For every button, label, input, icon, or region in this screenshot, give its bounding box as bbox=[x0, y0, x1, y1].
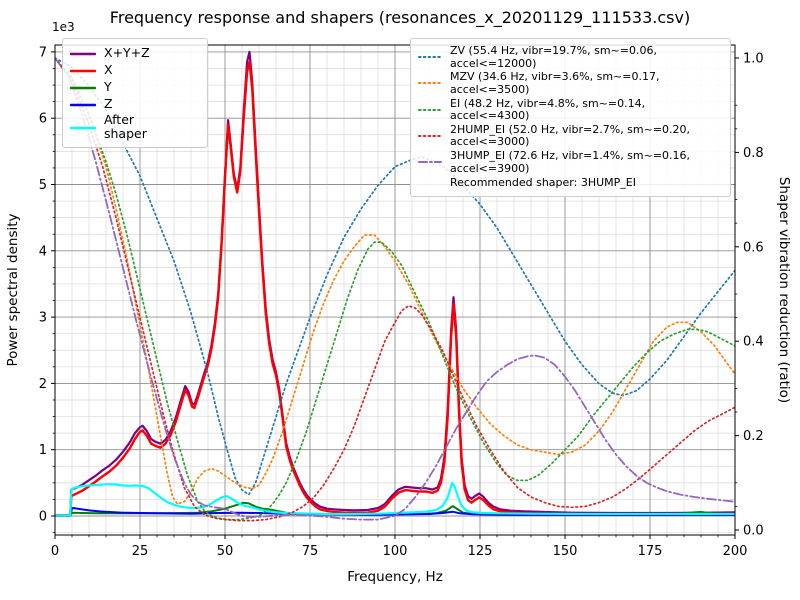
svg-text:175: 175 bbox=[638, 544, 663, 559]
chart-title: Frequency response and shapers (resonanc… bbox=[109, 8, 691, 27]
svg-text:25: 25 bbox=[132, 544, 149, 559]
legend-swatch bbox=[418, 104, 442, 117]
axis-labels: Frequency, Hz Power spectral density Shape… bbox=[5, 20, 792, 585]
legend-swatch bbox=[418, 156, 442, 169]
legend-swatch bbox=[69, 80, 97, 95]
legend-psd: X+Y+Z X Y Z After shaper bbox=[62, 38, 208, 148]
svg-text:50: 50 bbox=[217, 544, 234, 559]
legend-swatch-solid bbox=[69, 103, 97, 106]
svg-text:100: 100 bbox=[383, 544, 408, 559]
legend-item-label: EI (48.2 Hz, vibr=4.8%, sm~=0.14, accel<… bbox=[450, 96, 646, 123]
series-ei bbox=[55, 57, 735, 521]
legend-item: X bbox=[69, 61, 199, 78]
legend-swatch bbox=[418, 130, 442, 143]
svg-text:2: 2 bbox=[39, 377, 47, 392]
x-axis-label: Frequency, Hz bbox=[347, 569, 443, 585]
legend-swatch-solid bbox=[69, 69, 97, 72]
legend-item-label: 3HUMP_EI (72.6 Hz, vibr=1.4%, sm~=0.16, … bbox=[450, 149, 691, 175]
series-x bbox=[55, 60, 735, 517]
svg-text:75: 75 bbox=[302, 544, 319, 559]
series-3hump_ei bbox=[55, 57, 735, 521]
svg-text:5: 5 bbox=[39, 178, 47, 193]
legend-item: Y bbox=[69, 78, 199, 95]
svg-text:6: 6 bbox=[39, 112, 47, 127]
svg-text:0: 0 bbox=[51, 544, 59, 559]
svg-text:150: 150 bbox=[553, 544, 578, 559]
legend-shapers: ZV (55.4 Hz, vibr=19.7%, sm~=0.06, accel… bbox=[410, 38, 731, 197]
svg-text:1: 1 bbox=[39, 443, 47, 458]
legend-swatch bbox=[69, 46, 97, 61]
legend-item-label: 2HUMP_EI (52.0 Hz, vibr=2.7%, sm~=0.20, … bbox=[450, 122, 691, 149]
svg-text:7: 7 bbox=[39, 45, 47, 60]
y-left-offset-text: 1e3 bbox=[52, 20, 75, 34]
legend-item: EI (48.2 Hz, vibr=4.8%, sm~=0.14, accel<… bbox=[418, 96, 722, 123]
legend-swatch-solid bbox=[69, 126, 97, 130]
legend-item-label: Z bbox=[104, 95, 113, 111]
series-lines bbox=[55, 50, 735, 522]
legend-item: After shaper bbox=[69, 112, 199, 142]
legend-swatch-solid bbox=[69, 52, 97, 55]
legend-swatch bbox=[418, 77, 442, 90]
svg-text:125: 125 bbox=[468, 544, 493, 559]
legend-swatch-dotted bbox=[418, 82, 442, 85]
svg-text:1.0: 1.0 bbox=[743, 52, 764, 67]
svg-text:0.8: 0.8 bbox=[743, 146, 764, 161]
legend-item: Recommended shaper: 3HUMP_EI bbox=[418, 176, 722, 191]
series-zv bbox=[55, 57, 735, 496]
svg-text:0.0: 0.0 bbox=[743, 524, 764, 539]
legend-item-label: ZV (55.4 Hz, vibr=19.7%, sm~=0.06, accel… bbox=[450, 44, 657, 70]
legend-item-label: MZV (34.6 Hz, vibr=3.6%, sm~=0.17, accel… bbox=[450, 70, 660, 96]
legend-item: ZV (55.4 Hz, vibr=19.7%, sm~=0.06, accel… bbox=[418, 44, 722, 70]
legend-swatch bbox=[69, 120, 97, 135]
legend-item: Z bbox=[69, 95, 199, 112]
legend-item-label: X bbox=[104, 61, 113, 77]
legend-item-label: Recommended shaper: 3HUMP_EI bbox=[450, 176, 636, 190]
series-mzv bbox=[55, 57, 735, 505]
svg-text:0: 0 bbox=[39, 510, 47, 525]
svg-text:0.2: 0.2 bbox=[743, 429, 764, 444]
svg-text:0.6: 0.6 bbox=[743, 240, 764, 255]
svg-text:3: 3 bbox=[39, 311, 47, 326]
series-z bbox=[55, 507, 735, 517]
legend-swatch-dotted bbox=[418, 134, 442, 137]
y-left-axis-label: Power spectral density bbox=[5, 213, 21, 366]
legend-swatch bbox=[69, 63, 97, 78]
svg-text:4: 4 bbox=[39, 244, 47, 259]
legend-swatch-dotted bbox=[418, 56, 442, 59]
series-after-shaper bbox=[55, 481, 735, 517]
axis-ticks: 0 25 50 75 100 125 150 175 200 0 1 2 3 4 5 6 7 0.0 0.2 0.4 0… bbox=[39, 45, 764, 559]
y-right-axis-label: Shaper vibration reduction (ratio) bbox=[776, 177, 792, 403]
legend-item-label: After shaper bbox=[104, 112, 147, 142]
legend-item: MZV (34.6 Hz, vibr=3.6%, sm~=0.17, accel… bbox=[418, 70, 722, 96]
svg-text:0.4: 0.4 bbox=[743, 335, 764, 350]
legend-swatch-dashdot bbox=[418, 161, 442, 164]
legend-item: 3HUMP_EI (72.6 Hz, vibr=1.4%, sm~=0.16, … bbox=[418, 149, 722, 175]
svg-text:200: 200 bbox=[723, 544, 748, 559]
legend-swatch-solid bbox=[69, 86, 97, 89]
legend-item: X+Y+Z bbox=[69, 44, 199, 61]
legend-item-label: X+Y+Z bbox=[104, 44, 150, 60]
legend-swatch bbox=[418, 51, 442, 64]
legend-swatch bbox=[69, 97, 97, 112]
legend-item-label: Y bbox=[104, 78, 112, 94]
legend-swatch-dotted bbox=[418, 108, 442, 111]
legend-item: 2HUMP_EI (52.0 Hz, vibr=2.7%, sm~=0.20, … bbox=[418, 122, 722, 149]
